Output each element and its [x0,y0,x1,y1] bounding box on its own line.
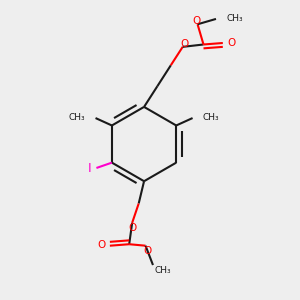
Text: O: O [97,240,105,250]
Text: O: O [143,246,151,256]
Text: CH₃: CH₃ [226,14,243,23]
Text: O: O [180,39,188,49]
Text: O: O [128,223,136,233]
Text: CH₃: CH₃ [154,266,171,275]
Text: O: O [227,38,236,48]
Text: O: O [192,16,200,26]
Text: CH₃: CH₃ [68,113,85,122]
Text: CH₃: CH₃ [203,113,220,122]
Text: I: I [87,162,91,175]
